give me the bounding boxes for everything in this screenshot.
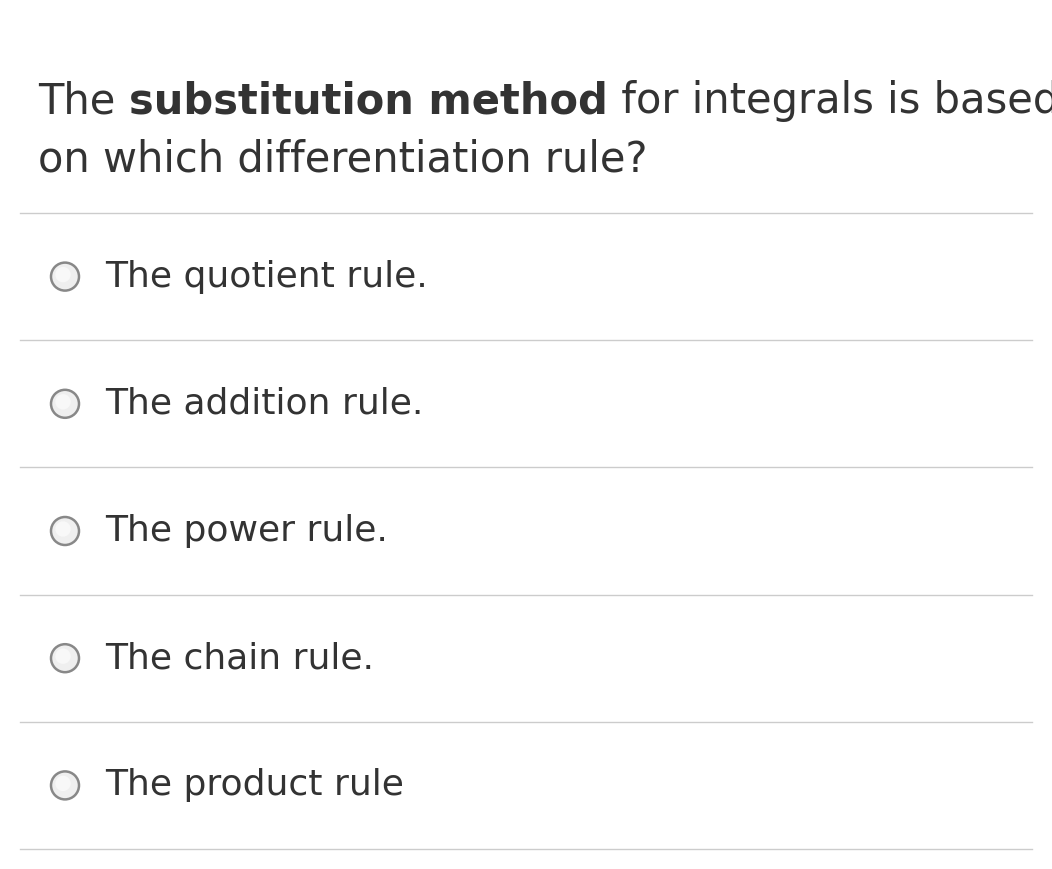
Text: The chain rule.: The chain rule. <box>105 641 375 675</box>
Text: substitution method: substitution method <box>128 80 607 122</box>
Text: for integrals is based: for integrals is based <box>607 80 1052 122</box>
Circle shape <box>56 648 70 664</box>
Circle shape <box>50 262 79 290</box>
Circle shape <box>56 267 70 282</box>
Text: The product rule: The product rule <box>105 768 404 802</box>
Circle shape <box>50 390 79 418</box>
Text: on which differentiation rule?: on which differentiation rule? <box>38 138 647 180</box>
Text: The: The <box>38 80 128 122</box>
Text: The addition rule.: The addition rule. <box>105 387 423 421</box>
Circle shape <box>50 644 79 673</box>
Circle shape <box>56 776 70 791</box>
Text: The power rule.: The power rule. <box>105 514 388 548</box>
Circle shape <box>56 521 70 537</box>
Circle shape <box>50 517 79 545</box>
Circle shape <box>56 395 70 409</box>
Circle shape <box>50 772 79 799</box>
Text: The quotient rule.: The quotient rule. <box>105 260 428 294</box>
